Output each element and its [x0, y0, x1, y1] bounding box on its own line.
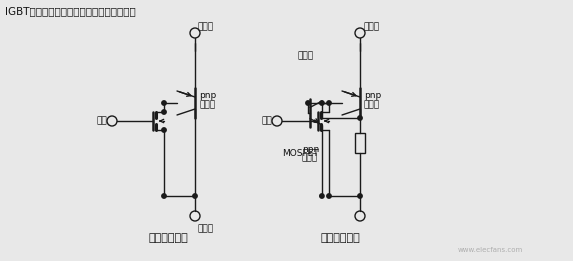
Text: 可控硅: 可控硅 [297, 51, 313, 61]
Circle shape [193, 194, 197, 198]
Text: 发射极: 发射极 [198, 224, 214, 233]
Text: 集电极: 集电极 [363, 22, 379, 31]
Bar [355, 133, 365, 153]
Circle shape [358, 194, 362, 198]
Text: IGBT的理想等效电路及实际等效如图所示：: IGBT的理想等效电路及实际等效如图所示： [5, 6, 136, 16]
Text: pnp: pnp [199, 91, 216, 99]
Circle shape [306, 101, 310, 105]
Circle shape [162, 101, 166, 105]
Text: 实际等效电路: 实际等效电路 [320, 233, 360, 243]
Text: 理想等效电路: 理想等效电路 [148, 233, 188, 243]
Text: 门极: 门极 [261, 116, 272, 126]
Circle shape [162, 110, 166, 114]
Text: npn: npn [302, 145, 319, 154]
Text: 晶体管: 晶体管 [364, 100, 380, 110]
Circle shape [320, 194, 324, 198]
Text: 门极: 门极 [96, 116, 107, 126]
Text: www.elecfans.com: www.elecfans.com [457, 247, 523, 253]
Text: 晶体管: 晶体管 [302, 153, 318, 162]
Text: 晶体管: 晶体管 [199, 100, 215, 110]
Text: pnp: pnp [364, 91, 381, 99]
Text: MOSFET: MOSFET [282, 149, 319, 158]
Circle shape [162, 128, 166, 132]
Circle shape [320, 101, 324, 105]
Circle shape [327, 101, 331, 105]
Circle shape [358, 116, 362, 120]
Text: 集电极: 集电极 [198, 22, 214, 31]
Circle shape [162, 194, 166, 198]
Circle shape [327, 194, 331, 198]
